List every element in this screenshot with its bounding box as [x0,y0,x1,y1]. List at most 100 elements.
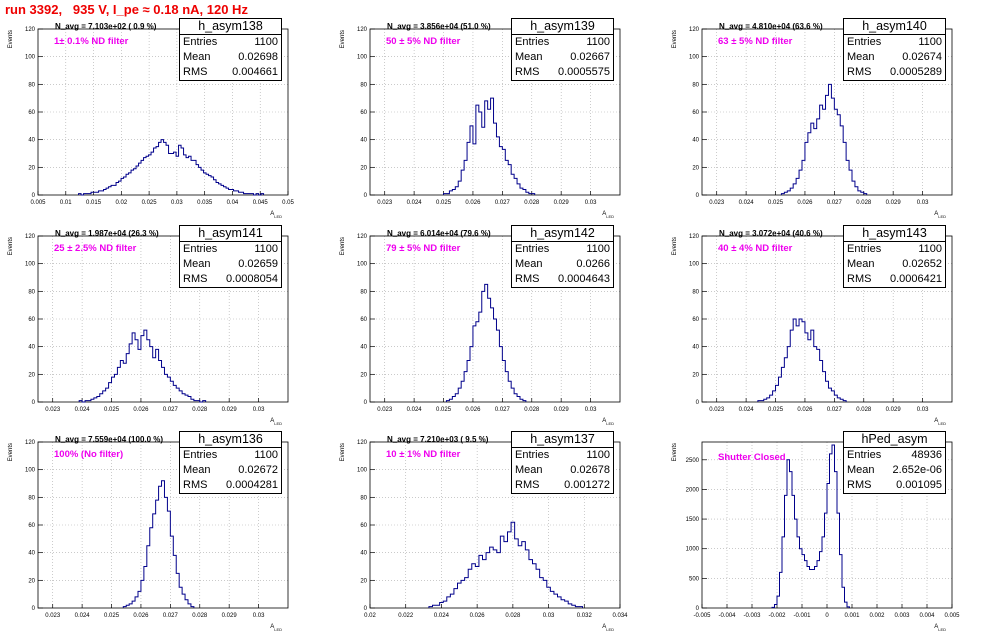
x-tick-label: 0.027 [827,200,843,206]
x-tick-label: 0.005 [30,200,46,206]
filter-annotation: 1± 0.1% ND filter [54,36,129,47]
y-tick-label: 100 [357,262,368,268]
n-avg-annotation: N_avg = 7.103e+02 ( 0.9 %) [55,22,157,31]
stats-mean-row: Mean 0.02659 [180,257,281,272]
y-tick-label: 120 [357,234,368,240]
stats-rms-label: RMS [847,273,872,285]
x-tick-label: 0.027 [163,613,179,619]
stats-rms-value: 0.0004281 [226,479,278,491]
x-axis-title-subscript: LED [938,214,946,219]
x-tick-label: -0.001 [793,613,811,619]
x-axis-title: ALED [602,418,614,426]
y-tick-label: 40 [360,138,367,144]
stats-entries-value: 1100 [586,36,610,48]
y-tick-label: 100 [25,468,36,474]
x-tick-label: 0.01 [60,200,72,206]
histogram-panel: 0.005 0.01 0.015 0.02 0.025 0.03 0.035 0.04 0.04… [0,17,331,224]
y-tick-label: 120 [689,27,700,33]
x-tick-label: 0.028 [856,200,872,206]
stats-rms-label: RMS [847,66,872,78]
stats-rms-row: RMS 0.0008054 [180,272,281,287]
x-axis-title: ALED [934,624,946,632]
y-tick-label: 0 [364,606,368,612]
n-avg-annotation: N_avg = 3.072e+04 (40.6 %) [719,229,823,238]
histogram-series-line [428,521,583,608]
histogram-series-line [78,329,207,403]
y-tick-label: 60 [692,317,699,323]
y-tick-label: 120 [25,234,36,240]
x-tick-label: 0.025 [436,200,452,206]
histogram-name: h_asym138 [180,19,281,35]
y-tick-label: 80 [692,289,699,295]
y-tick-label: 80 [28,289,35,295]
x-tick-label: 0.023 [45,407,61,413]
stats-mean-value: 0.02672 [238,464,278,476]
x-tick-label: 0.026 [133,407,149,413]
histogram-series-line [443,97,536,195]
stats-entries-value: 1100 [586,449,610,461]
x-tick-label: 0.026 [797,407,813,413]
y-tick-label: 1000 [686,547,700,553]
n-avg-annotation: N_avg = 3.856e+04 (51.0 %) [387,22,491,31]
y-tick-label: 0 [364,400,368,406]
x-tick-label: 0.005 [944,613,960,619]
stats-mean-label: Mean [847,51,875,63]
stats-entries-row: Entries 1100 [512,35,613,50]
y-tick-label: 100 [689,262,700,268]
stats-mean-value: 0.02667 [570,51,610,63]
x-tick-label: 0.029 [886,407,902,413]
y-tick-label: 80 [360,82,367,88]
stats-box: h_asym138 Entries 1100 Mean 0.02698 RMS 0.0046… [179,18,282,81]
x-tick-label: 0.03 [171,200,183,206]
x-tick-label: 0.028 [524,407,540,413]
histogram-name: h_asym143 [844,226,945,242]
histogram-name: h_asym140 [844,19,945,35]
stats-rms-value: 0.001095 [896,479,942,491]
x-tick-label: 0.027 [495,200,511,206]
stats-rms-value: 0.001272 [564,479,610,491]
stats-box: h_asym142 Entries 1100 Mean 0.0266 RMS 0.00046… [511,225,614,288]
y-axis-title: Events [340,237,346,255]
y-tick-label: 60 [28,317,35,323]
stats-mean-row: Mean 0.02698 [180,50,281,65]
stats-entries-row: Entries 1100 [180,35,281,50]
stats-mean-value: 0.02652 [902,258,942,270]
y-axis-title: Events [8,30,14,48]
stats-entries-value: 1100 [254,243,278,255]
x-tick-label: 0.029 [222,613,238,619]
x-axis-title-subscript: LED [274,627,282,632]
x-tick-label: 0.025 [436,407,452,413]
x-tick-label: 0.025 [104,407,120,413]
stats-rms-label: RMS [847,479,872,491]
x-tick-label: 0.03 [543,613,555,619]
stats-entries-row: Entries 1100 [512,242,613,257]
x-axis-title-main: A [270,418,274,424]
x-tick-label: 0.027 [495,407,511,413]
x-tick-label: 0.028 [192,407,208,413]
x-axis-title-main: A [934,418,938,424]
histogram-panel: 0.023 0.024 0.025 0.026 0.027 0.028 0.029 0.03 0… [0,430,331,637]
y-tick-label: 100 [25,262,36,268]
stats-mean-label: Mean [515,258,543,270]
y-axis-title: Events [672,30,678,48]
x-axis-title-main: A [934,211,938,217]
histogram-series-line [445,283,527,402]
y-tick-label: 1500 [686,517,700,523]
y-axis-title: Events [340,443,346,461]
y-tick-label: 40 [692,138,699,144]
stats-mean-label: Mean [847,464,875,476]
stats-entries-value: 1100 [918,36,942,48]
stats-entries-label: Entries [515,243,550,255]
stats-rms-label: RMS [183,273,208,285]
x-axis-title-subscript: LED [938,627,946,632]
y-tick-label: 0 [696,400,700,406]
histogram-plot: 0.023 0.024 0.025 0.026 0.027 0.028 0.029 0.03 0… [8,440,289,632]
stats-box: h_asym140 Entries 1100 Mean 0.02674 RMS 0.0005… [843,18,946,81]
x-tick-label: 0.034 [612,613,628,619]
stats-entries-label: Entries [847,449,882,461]
x-axis-title: ALED [270,418,282,426]
stats-entries-row: Entries 1100 [844,35,945,50]
x-tick-label: 0.023 [377,407,393,413]
stats-rms-row: RMS 0.001095 [844,478,945,493]
y-tick-label: 80 [28,82,35,88]
